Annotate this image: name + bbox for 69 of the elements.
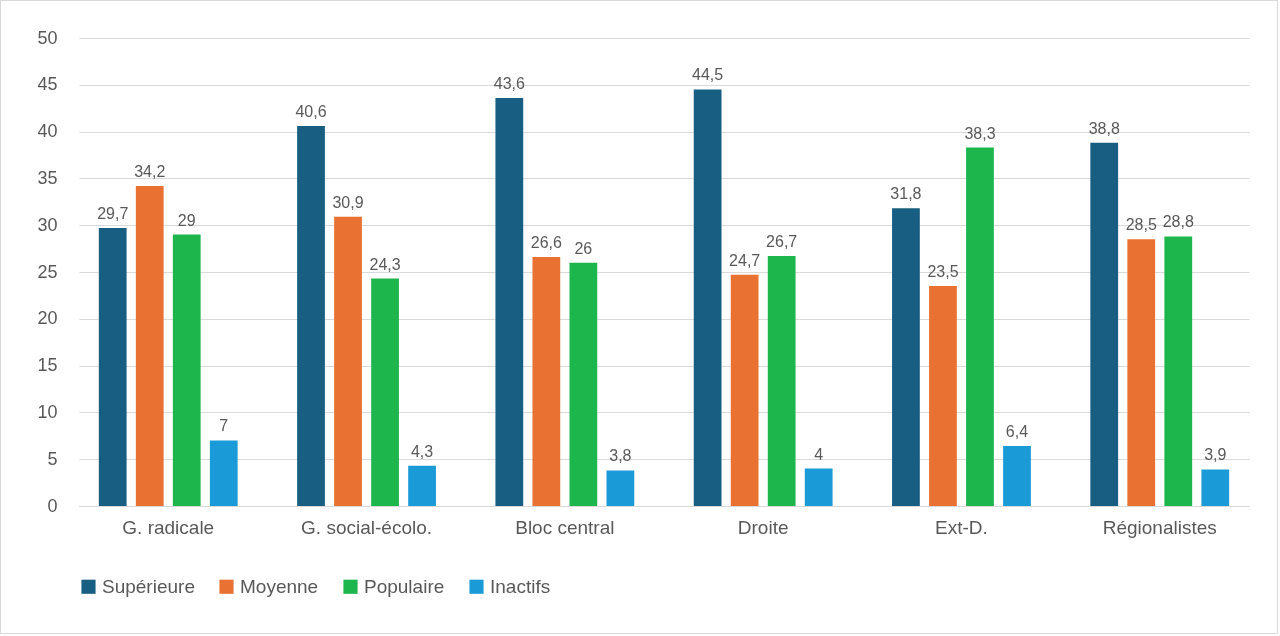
x-tick-label: Régionalistes	[1102, 516, 1217, 538]
bar	[408, 465, 436, 506]
bar	[693, 89, 722, 506]
bar	[929, 286, 957, 506]
y-tick-label: 0	[47, 495, 58, 516]
y-tick-label: 40	[37, 121, 58, 142]
y-tick-label: 50	[37, 27, 58, 48]
data-label: 6,4	[1005, 423, 1029, 441]
bar	[1003, 446, 1031, 506]
data-label: 23,5	[927, 263, 959, 281]
data-label: 40,6	[295, 102, 327, 120]
bar	[1164, 236, 1193, 506]
bar	[569, 262, 598, 506]
data-label: 43,6	[493, 74, 525, 92]
data-label: 30,9	[332, 193, 364, 211]
bar	[1201, 469, 1230, 506]
bar	[172, 234, 201, 506]
y-tick-label: 10	[37, 401, 58, 422]
data-label: 31,8	[890, 185, 922, 203]
y-tick-label: 35	[37, 167, 58, 188]
legend-label: Inactifs	[490, 575, 551, 597]
bar	[135, 185, 164, 506]
x-tick-label: Droite	[737, 516, 789, 538]
data-label: 26,6	[530, 234, 563, 252]
data-label: 24,7	[729, 251, 761, 269]
bar	[1090, 142, 1119, 506]
y-tick-label: 5	[47, 448, 58, 469]
y-tick-label: 45	[37, 74, 58, 95]
legend-label: Moyenne	[240, 575, 319, 597]
data-label: 3,8	[609, 447, 632, 465]
data-label: 29,7	[97, 205, 129, 223]
bar	[1127, 239, 1156, 506]
data-label: 34,2	[134, 162, 166, 180]
data-label: 38,3	[964, 124, 996, 142]
data-label: 38,8	[1088, 119, 1120, 137]
bar	[767, 256, 796, 506]
bar	[334, 216, 362, 506]
data-label: 24,3	[369, 255, 401, 273]
bar	[98, 228, 127, 506]
y-tick-label: 25	[37, 261, 58, 282]
bar	[730, 274, 759, 506]
bar	[804, 468, 833, 506]
bar	[371, 278, 399, 506]
legend-label: Populaire	[364, 575, 445, 597]
x-tick-label: G. radicale	[122, 516, 215, 538]
bar	[606, 470, 635, 506]
bar	[532, 257, 561, 506]
y-tick-label: 15	[37, 355, 58, 376]
bar	[297, 125, 325, 506]
x-tick-label: Ext-D.	[935, 516, 988, 538]
data-label: 7	[219, 417, 229, 435]
data-label: 29	[177, 211, 196, 229]
x-tick-label: Bloc central	[515, 516, 615, 538]
bar	[495, 97, 524, 506]
data-label: 26	[574, 239, 593, 257]
x-tick-label: G. social-écolo.	[301, 516, 433, 538]
data-label: 4	[814, 445, 824, 463]
y-tick-label: 30	[37, 214, 58, 235]
data-label: 26,7	[766, 233, 798, 251]
data-label: 28,5	[1125, 216, 1157, 234]
bar	[209, 440, 238, 506]
y-tick-label: 20	[37, 308, 58, 329]
bar	[892, 208, 920, 506]
data-label: 44,5	[692, 66, 724, 84]
data-label: 3,9	[1204, 446, 1227, 464]
data-label: 28,8	[1162, 213, 1194, 231]
bar	[966, 147, 994, 506]
data-label: 4,3	[410, 442, 434, 460]
legend-label: Supérieure	[102, 575, 195, 597]
